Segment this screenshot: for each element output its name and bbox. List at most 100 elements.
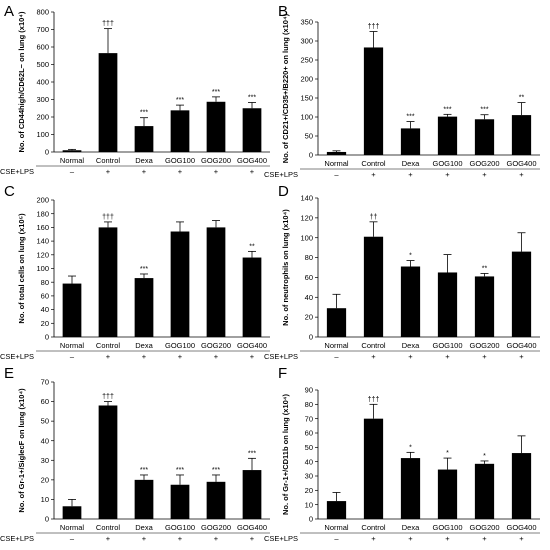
y-tick-label: 140: [36, 237, 49, 246]
significance-mark: *: [446, 450, 449, 457]
treatment-mark: +: [142, 534, 147, 543]
bar-gog200: [474, 463, 495, 519]
category-label: GOG100: [432, 159, 462, 168]
treatment-mark: +: [142, 352, 147, 361]
bar-dexa: [134, 278, 154, 337]
significance-mark: ††: [370, 214, 378, 221]
y-axis-title: No. of CD44high/CD62L− on lung (x10⁴): [17, 11, 26, 153]
bar-gog400: [511, 251, 532, 337]
bar-gog400: [242, 257, 262, 337]
significance-mark: ***: [248, 94, 256, 101]
treatment-mark: +: [408, 534, 413, 543]
significance-mark: **: [482, 265, 488, 272]
y-axis-title: No. of total cells on lung (x10⁵): [17, 213, 26, 324]
y-tick-label: 100: [36, 130, 49, 139]
y-tick-label: 40: [41, 436, 49, 445]
condition-label: CSE+LPS: [264, 170, 298, 179]
category-label: Dexa: [402, 159, 420, 168]
category-label: GOG400: [237, 523, 267, 532]
bar-gog400: [242, 108, 262, 152]
y-tick-label: 800: [36, 8, 49, 17]
panel-label: B: [278, 3, 288, 20]
treatment-mark: –: [70, 534, 75, 543]
bar-control: [98, 405, 118, 519]
condition-label: CSE+LPS: [0, 167, 34, 176]
y-tick-label: 200: [36, 196, 49, 205]
treatment-mark: +: [519, 170, 524, 179]
treatment-mark: +: [445, 170, 450, 179]
category-label: GOG400: [237, 156, 267, 165]
y-tick-label: 80: [305, 400, 313, 409]
condition-label: CSE+LPS: [264, 534, 298, 543]
condition-label: CSE+LPS: [0, 352, 34, 361]
y-tick-label: 0: [309, 333, 313, 342]
treatment-mark: +: [371, 170, 376, 179]
y-tick-label: 180: [36, 209, 49, 218]
category-label: GOG400: [506, 523, 536, 532]
treatment-mark: +: [250, 534, 255, 543]
y-tick-label: 140: [300, 194, 313, 203]
category-label: GOG200: [201, 156, 231, 165]
category-label: GOG200: [201, 523, 231, 532]
significance-mark: †††: [368, 24, 380, 31]
treatment-mark: –: [70, 352, 75, 361]
y-tick-label: 300: [36, 95, 49, 104]
significance-mark: †††: [368, 396, 380, 403]
bar-normal: [326, 308, 347, 337]
category-label: GOG100: [165, 341, 195, 350]
category-label: Control: [96, 156, 121, 165]
category-label: Dexa: [402, 341, 420, 350]
bar-gog100: [170, 110, 190, 152]
y-tick-label: 80: [305, 253, 313, 262]
y-tick-label: 100: [36, 264, 49, 273]
treatment-mark: +: [178, 534, 183, 543]
treatment-mark: +: [250, 352, 255, 361]
y-tick-label: 400: [36, 78, 49, 87]
treatment-mark: +: [214, 352, 219, 361]
bar-gog100: [437, 469, 458, 519]
treatment-mark: +: [250, 167, 255, 176]
treatment-mark: –: [334, 352, 339, 361]
significance-mark: *: [483, 453, 486, 460]
significance-mark: ***: [176, 467, 184, 474]
y-tick-label: 0: [45, 333, 49, 342]
y-tick-label: 700: [36, 25, 49, 34]
panel-a: A 0 100 200 300 400 500 600 700 800 No. of CD44hig…: [0, 3, 270, 176]
category-label: GOG100: [165, 156, 195, 165]
treatment-mark: –: [334, 170, 339, 179]
treatment-mark: +: [445, 352, 450, 361]
category-label: Control: [361, 341, 386, 350]
category-label: Normal: [324, 159, 349, 168]
category-label: GOG400: [237, 341, 267, 350]
bar-dexa: [400, 458, 421, 519]
bar-gog100: [170, 231, 190, 337]
y-tick-label: 0: [309, 151, 313, 160]
y-tick-label: 30: [305, 472, 313, 481]
category-label: GOG200: [201, 341, 231, 350]
y-tick-label: 60: [41, 292, 49, 301]
y-tick-label: 60: [305, 429, 313, 438]
category-label: GOG200: [469, 159, 499, 168]
category-label: Normal: [60, 341, 85, 350]
significance-mark: ***: [212, 89, 220, 96]
bar-dexa: [400, 128, 421, 155]
y-tick-label: 50: [305, 132, 313, 141]
y-axis-title: No. of Gr-1+/CD11b on lung (x10⁴): [281, 393, 290, 515]
category-label: GOG200: [469, 341, 499, 350]
y-tick-label: 20: [305, 313, 313, 322]
treatment-mark: +: [214, 534, 219, 543]
treatment-mark: +: [106, 534, 111, 543]
treatment-mark: +: [445, 534, 450, 543]
y-tick-label: 50: [305, 443, 313, 452]
y-tick-label: 120: [300, 213, 313, 222]
y-tick-label: 70: [41, 378, 49, 387]
category-label: Dexa: [135, 523, 153, 532]
category-label: GOG400: [506, 159, 536, 168]
bar-gog100: [170, 484, 190, 519]
y-tick-label: 300: [300, 37, 313, 46]
treatment-mark: +: [519, 534, 524, 543]
bar-gog100: [437, 272, 458, 337]
y-tick-label: 20: [305, 486, 313, 495]
significance-mark: †††: [102, 21, 114, 28]
